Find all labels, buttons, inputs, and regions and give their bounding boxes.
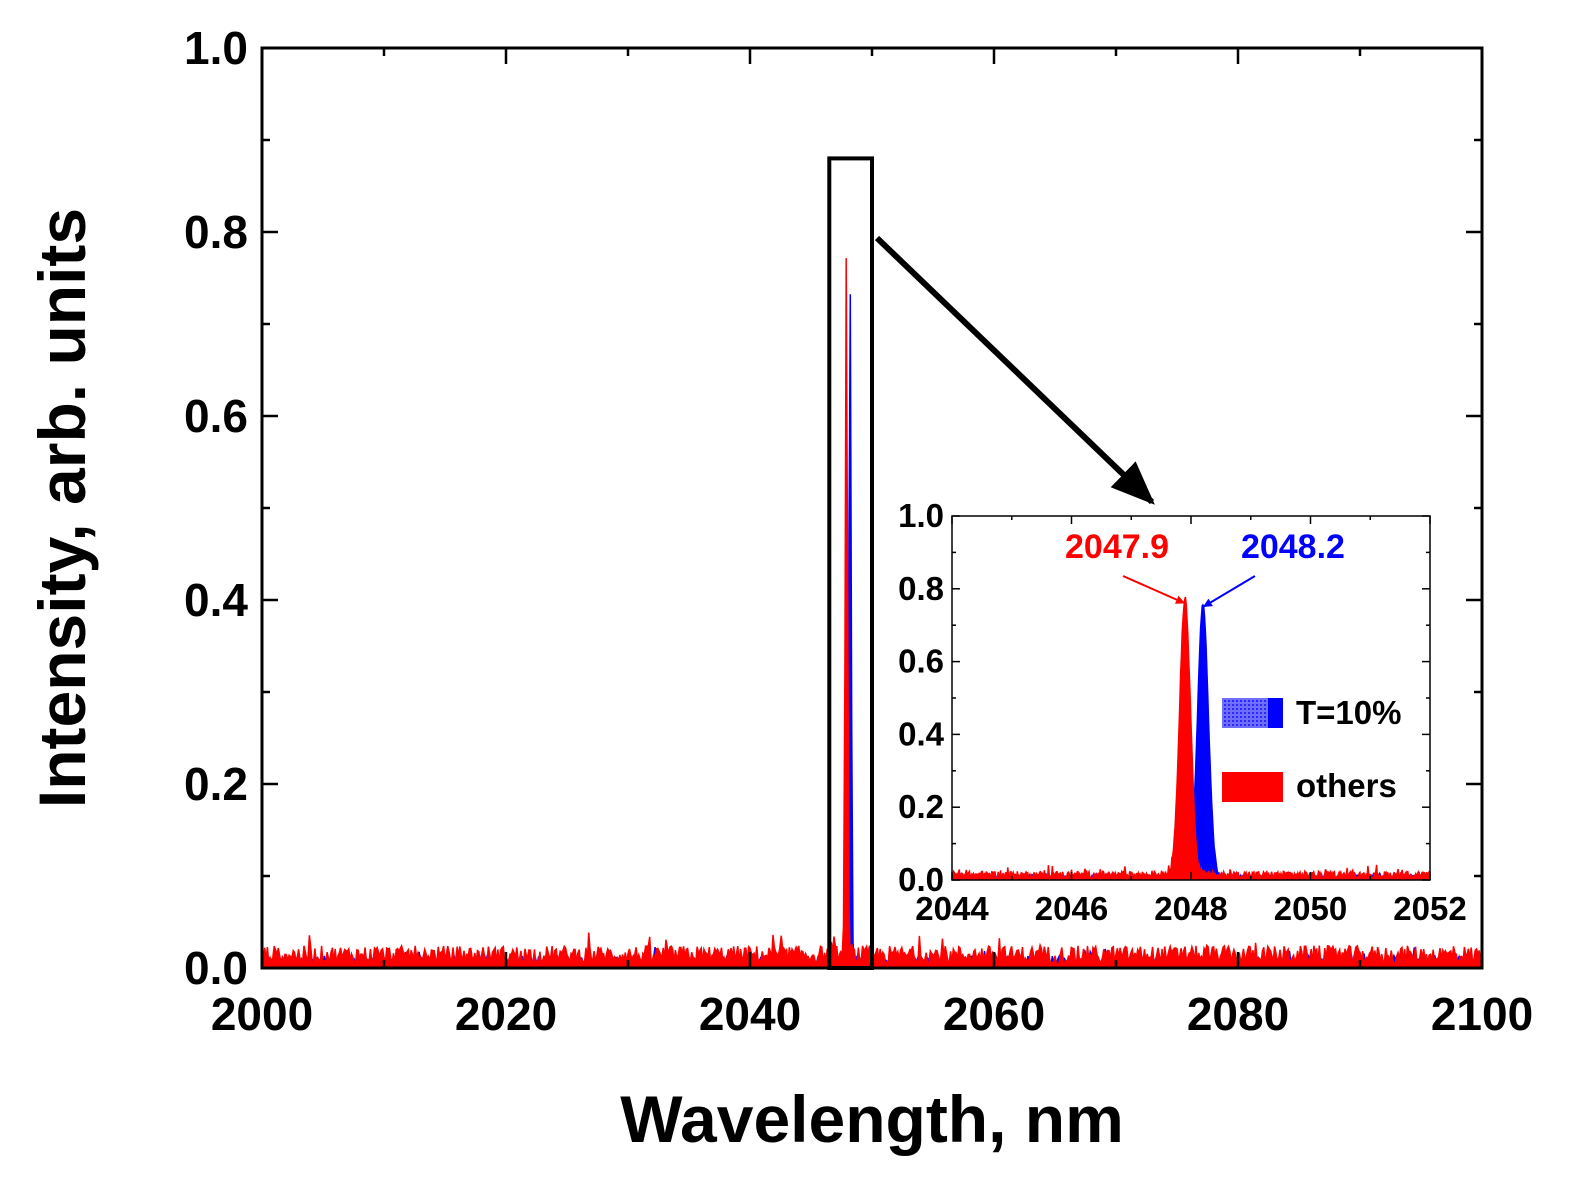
- legend-swatch-t10: [1222, 698, 1268, 728]
- inset-panel: 2044 2046 2048 2050 2052 0.0 0.2 0.4 0.6 0.8 1.0: [898, 497, 1467, 927]
- legend-swatch-t10-edge: [1268, 698, 1283, 728]
- main-x-tick-label: 2080: [1187, 988, 1289, 1040]
- peak-arrow-t10: [1202, 575, 1256, 608]
- peak-arrowhead-t10: [1202, 598, 1213, 607]
- inset-series-others: [952, 596, 1430, 880]
- zoom-box: [827, 156, 874, 970]
- inset-x-tick-label: 2048: [1154, 890, 1227, 927]
- inset-y-tick-label: 1.0: [898, 497, 944, 534]
- inset-y-tick-label: 0.8: [898, 570, 944, 607]
- legend-label-t10: T=10%: [1296, 694, 1401, 731]
- main-x-tick-label: 2060: [943, 988, 1045, 1040]
- inset-y-tick-label: 0.6: [898, 643, 944, 680]
- main-panel: 2000 2020 2040 2060 2080 2100 0.0 0.2 0.4 0.6 0.8 1…: [184, 22, 1533, 1040]
- main-y-tick-label: 0.8: [184, 206, 248, 258]
- inset-x-tick-label: 2046: [1035, 890, 1108, 927]
- y-axis-title: Intensity, arb. units: [25, 208, 99, 808]
- peak-label-others: 2047.9: [1065, 528, 1169, 566]
- main-y-tick-label: 1.0: [184, 22, 248, 74]
- x-axis-title: Wavelength, nm: [620, 1082, 1124, 1156]
- main-y-tick-label: 0.2: [184, 758, 248, 810]
- main-x-tick-label: 2020: [455, 988, 557, 1040]
- inset-y-tick-label: 0.4: [898, 715, 945, 752]
- main-y-tick-label: 0.0: [184, 942, 248, 994]
- inset-x-tick-label: 2044: [915, 890, 989, 927]
- inset-legend: T=10% others: [1222, 694, 1401, 804]
- legend-swatch-others: [1222, 772, 1283, 802]
- peak-arrow-others: [1122, 575, 1186, 605]
- inset-series-group: [952, 596, 1430, 880]
- legend-label-others: others: [1296, 767, 1397, 804]
- inset-x-tick-label: 2052: [1393, 890, 1466, 927]
- main-x-tick-label: 2040: [699, 988, 801, 1040]
- inset-x-tick-label: 2050: [1274, 890, 1347, 927]
- main-y-tick-label: 0.6: [184, 390, 248, 442]
- zoom-arrow: [874, 235, 1155, 505]
- peak-arrowhead-others: [1175, 595, 1186, 604]
- inset-y-tick-label: 0.0: [898, 861, 944, 898]
- inset-y-tick-label: 0.2: [898, 788, 944, 825]
- main-x-tick-label: 2000: [211, 988, 313, 1040]
- main-x-tick-label: 2100: [1431, 988, 1533, 1040]
- peak-label-t10: 2048.2: [1241, 528, 1345, 566]
- main-y-tick-label: 0.4: [184, 574, 248, 626]
